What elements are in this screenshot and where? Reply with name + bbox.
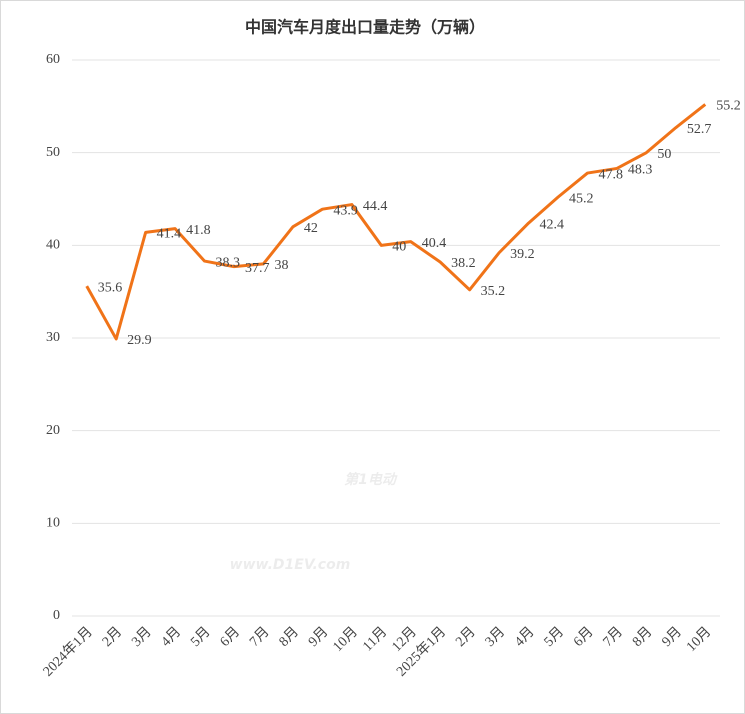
data-label: 39.2	[510, 247, 535, 262]
watermark: 第1电动	[344, 471, 398, 488]
y-tick-label: 20	[46, 423, 60, 438]
data-label: 40	[392, 240, 406, 255]
line	[85, 103, 707, 341]
data-label: 35.6	[98, 280, 123, 295]
y-tick-label: 30	[46, 330, 60, 345]
y-tick-label: 10	[46, 516, 60, 531]
data-label: 38	[274, 258, 288, 273]
data-label: 55.2	[716, 99, 741, 114]
data-label: 45.2	[569, 191, 594, 206]
watermark: www.D1EV.com	[230, 557, 351, 573]
y-tick-label: 50	[46, 145, 60, 160]
y-tick-label: 0	[53, 608, 60, 623]
data-label: 42	[304, 221, 318, 236]
data-label: 47.8	[598, 167, 623, 182]
data-label: 35.2	[481, 284, 506, 299]
data-label: 29.9	[127, 333, 152, 348]
data-label: 44.4	[363, 199, 388, 214]
data-label: 52.7	[687, 122, 712, 137]
data-label: 41.4	[157, 227, 182, 242]
y-tick-label: 40	[46, 238, 60, 253]
data-label: 43.9	[333, 203, 358, 218]
data-label: 40.4	[422, 236, 447, 251]
data-label: 38.3	[216, 255, 241, 270]
data-label: 42.4	[540, 217, 565, 232]
data-label: 38.2	[451, 256, 476, 271]
chart-title: 中国汽车月度出口量走势（万辆）	[245, 18, 485, 37]
data-label: 41.8	[186, 223, 211, 238]
data-label: 37.7	[245, 261, 270, 276]
y-tick-label: 60	[46, 52, 60, 67]
data-label: 50	[657, 147, 671, 162]
data-label: 48.3	[628, 163, 653, 178]
